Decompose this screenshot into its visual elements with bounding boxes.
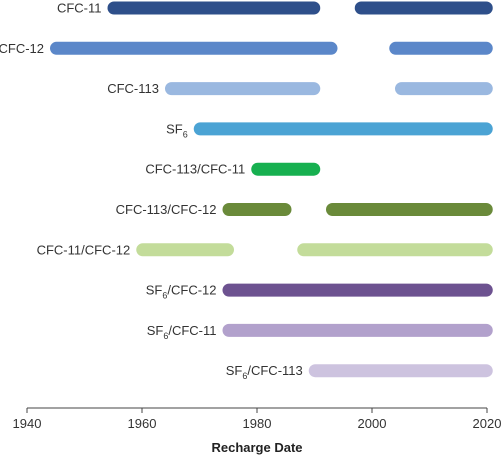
bar-cfc-113-1 [165, 82, 321, 96]
bar-cfc-113-2 [395, 82, 493, 96]
x-axis-ticks: 1940 1960 1980 2000 2020 [13, 408, 501, 431]
bar-cfc-113-cfc-12-2 [326, 203, 493, 216]
row-labels: CFC-11 CFC-12 CFC-113 SF6 CFC-113/CFC-11 CFC-… [0, 1, 303, 382]
x-axis-title: Recharge Date [211, 440, 302, 455]
bar-sf6-cfc-11-1 [222, 323, 493, 337]
row-label-sf6: SF6 [166, 121, 188, 139]
row-label-cfc-113-cfc-12: CFC-113/CFC-12 [116, 202, 217, 217]
bar-sf6-cfc-12-1 [222, 283, 493, 297]
bar-cfc-11-1 [107, 1, 321, 15]
x-axis: 1940 1960 1980 2000 2020 [13, 407, 501, 431]
x-tick-label-1940: 1940 [13, 416, 42, 431]
bar-cfc-12-1 [50, 41, 338, 55]
bar-cfc-11-2 [354, 1, 493, 15]
bar-cfc-11-cfc-12-1 [136, 243, 234, 257]
bar-cfc-113-cfc-12-1 [222, 203, 292, 216]
x-tick-label-2000: 2000 [358, 416, 387, 431]
x-tick-label-2020: 2020 [473, 416, 501, 431]
bar-cfc-11-cfc-12-2 [297, 243, 493, 257]
row-label-cfc-11: CFC-11 [57, 1, 102, 16]
row-label-cfc-113: CFC-113 [107, 81, 159, 96]
row-label-sf6-cfc-12: SF6/CFC-12 [146, 283, 217, 301]
chart-bars [50, 1, 493, 378]
bar-sf6-1 [193, 122, 493, 136]
x-tick-label-1980: 1980 [243, 416, 272, 431]
row-label-cfc-12: CFC-12 [0, 41, 44, 56]
x-tick-label-1960: 1960 [128, 416, 157, 431]
row-label-sf6-cfc-113: SF6/CFC-113 [226, 363, 303, 381]
row-label-cfc-113-cfc-11: CFC-113/CFC-11 [145, 162, 245, 177]
bar-cfc-12-2 [389, 41, 493, 55]
bar-cfc-113-cfc-11-1 [251, 162, 321, 176]
row-label-cfc-11-cfc-12: CFC-11/CFC-12 [37, 242, 131, 257]
row-label-sf6-cfc-11: SF6/CFC-11 [147, 323, 217, 341]
bar-sf6-cfc-113-1 [308, 364, 493, 378]
